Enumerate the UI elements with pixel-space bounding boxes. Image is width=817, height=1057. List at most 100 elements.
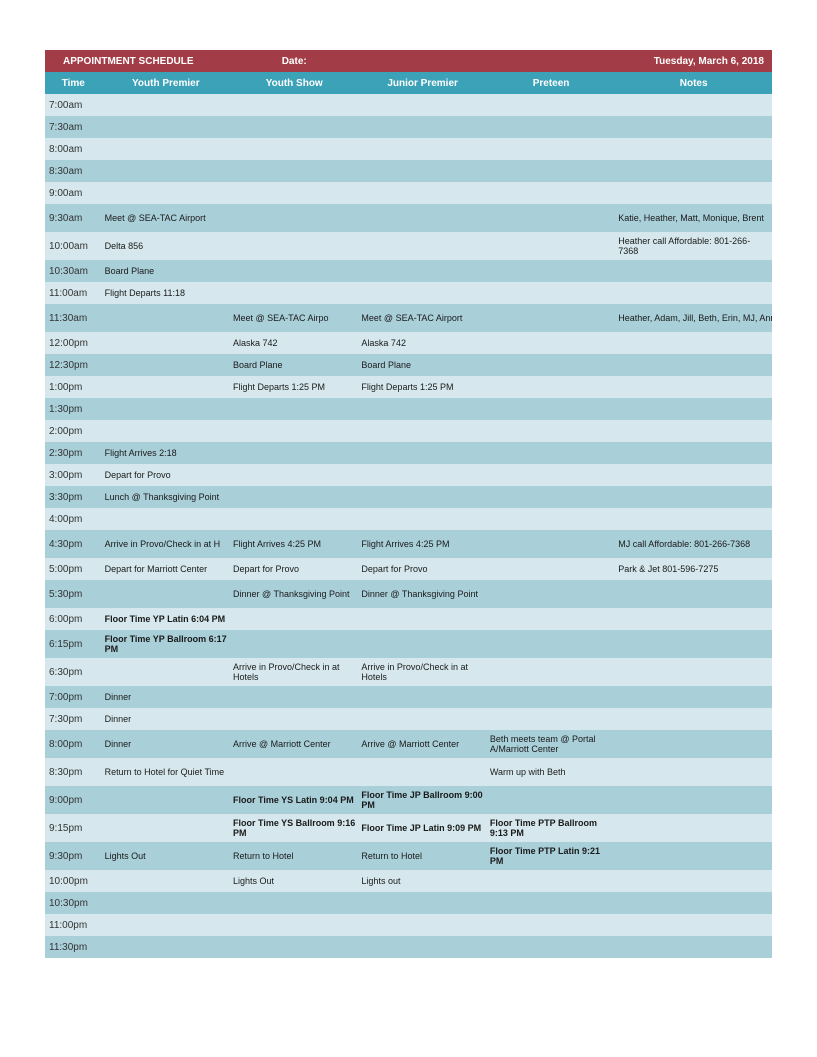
schedule-cell: Flight Arrives 4:25 PM	[358, 530, 486, 558]
schedule-cell	[230, 160, 358, 182]
schedule-cell	[487, 304, 615, 332]
time-cell: 8:30pm	[45, 758, 102, 786]
schedule-cell	[230, 260, 358, 282]
header-row: Time Youth Premier Youth Show Junior Pre…	[45, 72, 772, 94]
schedule-cell	[615, 464, 772, 486]
schedule-cell: Floor Time JP Ballroom 9:00 PM	[358, 786, 486, 814]
schedule-cell	[358, 94, 486, 116]
schedule-cell: Dinner	[102, 730, 230, 758]
table-row: 10:00amDelta 856Heather call Affordable:…	[45, 232, 772, 260]
time-cell: 6:30pm	[45, 658, 102, 686]
time-cell: 1:00pm	[45, 376, 102, 398]
table-row: 11:30pm	[45, 936, 772, 958]
table-row: 5:00pmDepart for Marriott CenterDepart f…	[45, 558, 772, 580]
schedule-cell	[487, 486, 615, 508]
schedule-cell: Meet @ SEA-TAC Airport	[102, 204, 230, 232]
date-label: Date:	[230, 50, 358, 72]
schedule-cell: Depart for Provo	[230, 558, 358, 580]
schedule-cell	[358, 232, 486, 260]
table-row: 11:00pm	[45, 914, 772, 936]
schedule-cell	[358, 686, 486, 708]
schedule-cell	[358, 464, 486, 486]
schedule-cell	[487, 630, 615, 658]
schedule-cell	[615, 420, 772, 442]
schedule-cell	[102, 420, 230, 442]
table-row: 3:30pmLunch @ Thanksgiving Point	[45, 486, 772, 508]
time-cell: 10:30am	[45, 260, 102, 282]
schedule-cell	[358, 138, 486, 160]
schedule-cell	[487, 786, 615, 814]
schedule-cell	[615, 398, 772, 420]
schedule-cell	[358, 398, 486, 420]
time-cell: 11:30am	[45, 304, 102, 332]
time-cell: 10:30pm	[45, 892, 102, 914]
schedule-cell	[102, 354, 230, 376]
time-cell: 11:30pm	[45, 936, 102, 958]
time-cell: 8:00am	[45, 138, 102, 160]
table-row: 1:30pm	[45, 398, 772, 420]
schedule-cell	[230, 116, 358, 138]
schedule-cell: Lights Out	[230, 870, 358, 892]
schedule-cell	[615, 354, 772, 376]
schedule-cell	[487, 376, 615, 398]
schedule-cell	[487, 580, 615, 608]
schedule-cell	[230, 464, 358, 486]
schedule-cell	[487, 116, 615, 138]
schedule-cell	[487, 530, 615, 558]
schedule-cell	[615, 730, 772, 758]
date-value: Tuesday, March 6, 2018	[487, 50, 772, 72]
schedule-cell: Lunch @ Thanksgiving Point	[102, 486, 230, 508]
time-cell: 9:00am	[45, 182, 102, 204]
table-row: 6:00pmFloor Time YP Latin 6:04 PM	[45, 608, 772, 630]
schedule-cell	[358, 630, 486, 658]
schedule-cell: Dinner	[102, 708, 230, 730]
schedule-cell	[487, 936, 615, 958]
time-cell: 7:30am	[45, 116, 102, 138]
schedule-cell	[102, 936, 230, 958]
table-row: 6:30pmArrive in Provo/Check in at Hotels…	[45, 658, 772, 686]
schedule-cell	[615, 814, 772, 842]
schedule-cell	[102, 914, 230, 936]
schedule-cell	[487, 182, 615, 204]
schedule-cell	[102, 786, 230, 814]
table-row: 10:00pmLights OutLights out	[45, 870, 772, 892]
time-cell: 9:30am	[45, 204, 102, 232]
time-cell: 7:30pm	[45, 708, 102, 730]
col-header-youth-show: Youth Show	[230, 72, 358, 94]
schedule-cell: Floor Time JP Latin 9:09 PM	[358, 814, 486, 842]
schedule-cell	[615, 892, 772, 914]
time-cell: 9:15pm	[45, 814, 102, 842]
schedule-cell	[102, 870, 230, 892]
title-row: APPOINTMENT SCHEDULE Date: Tuesday, Marc…	[45, 50, 772, 72]
schedule-cell	[230, 686, 358, 708]
schedule-cell: Alaska 742	[230, 332, 358, 354]
schedule-cell	[102, 398, 230, 420]
schedule-cell	[487, 658, 615, 686]
table-row: 9:00am	[45, 182, 772, 204]
schedule-cell: Board Plane	[102, 260, 230, 282]
schedule-cell	[358, 758, 486, 786]
schedule-cell	[102, 580, 230, 608]
table-row: 9:15pmFloor Time YS Ballroom 9:16 PMFloo…	[45, 814, 772, 842]
schedule-cell: Floor Time YP Ballroom 6:17 PM	[102, 630, 230, 658]
schedule-cell	[102, 376, 230, 398]
time-cell: 3:30pm	[45, 486, 102, 508]
schedule-cell	[358, 486, 486, 508]
schedule-cell: Heather, Adam, Jill, Beth, Erin, MJ, Ann…	[615, 304, 772, 332]
table-row: 10:30pm	[45, 892, 772, 914]
schedule-cell	[487, 260, 615, 282]
schedule-cell	[487, 282, 615, 304]
schedule-cell	[615, 442, 772, 464]
table-row: 2:30pmFlight Arrives 2:18	[45, 442, 772, 464]
schedule-cell	[230, 94, 358, 116]
schedule-cell: Depart for Provo	[102, 464, 230, 486]
table-row: 7:00am	[45, 94, 772, 116]
schedule-cell	[487, 708, 615, 730]
schedule-cell	[358, 116, 486, 138]
schedule-cell: MJ call Affordable: 801-266-7368	[615, 530, 772, 558]
schedule-cell: Alaska 742	[358, 332, 486, 354]
schedule-cell	[358, 204, 486, 232]
schedule-cell	[487, 398, 615, 420]
schedule-cell	[615, 508, 772, 530]
schedule-cell: Depart for Provo	[358, 558, 486, 580]
